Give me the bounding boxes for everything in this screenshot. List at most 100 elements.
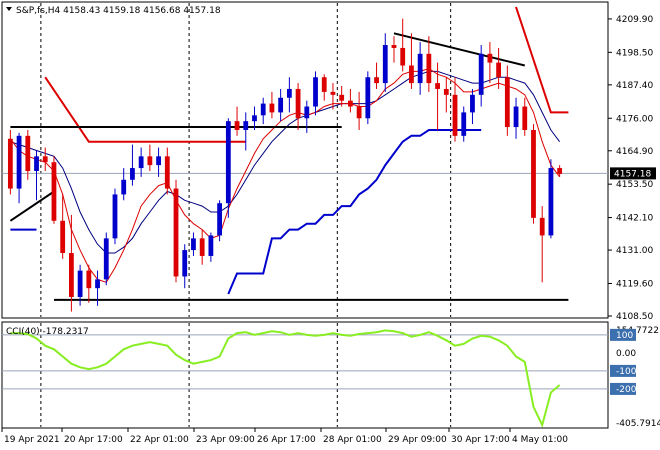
candle-body <box>409 65 414 84</box>
candle-body <box>365 77 371 119</box>
cci-tick-label: -200 <box>616 385 637 395</box>
cci-tick-label: 154.7722 <box>616 326 659 336</box>
fast-moving-average <box>9 67 561 283</box>
candle-body <box>86 270 92 289</box>
cci-line <box>10 329 561 428</box>
price-tick-label: 4142.10 <box>616 214 653 224</box>
candle-body <box>557 168 563 174</box>
candle-body <box>112 194 118 239</box>
cci-line-group <box>10 329 561 428</box>
candle-body <box>260 103 266 116</box>
candle-body <box>225 121 231 204</box>
candle-body <box>138 156 144 169</box>
time-tick-label: 28 Apr 01:00 <box>323 435 382 445</box>
candle-body <box>548 168 554 236</box>
candle-body <box>426 53 432 84</box>
candle-body <box>173 188 179 277</box>
time-tick-label: 23 Apr 09:00 <box>196 435 255 445</box>
candle-body <box>25 135 31 171</box>
cci-panel[interactable] <box>1 321 609 429</box>
price-tick-label: 4131.00 <box>616 246 653 256</box>
candle-body <box>391 45 397 48</box>
candle-body <box>400 47 406 66</box>
candle-body <box>269 103 275 113</box>
dropdown-triangle-icon[interactable] <box>6 7 12 11</box>
price-tick-label: 4198.50 <box>616 48 653 58</box>
candle-body <box>382 45 388 84</box>
cci-tick-label: -100 <box>616 367 637 377</box>
candle-body <box>199 238 205 256</box>
candle-body <box>243 121 249 130</box>
time-tick-label: 29 Apr 09:00 <box>388 435 447 445</box>
cci-header: CCI(40) -178.2317 <box>6 327 89 337</box>
cci-level-marker <box>610 382 636 395</box>
candle-body <box>191 238 196 251</box>
price-tick-label: 4176.00 <box>616 114 653 124</box>
time-tick-label: 19 Apr 2021 <box>4 435 60 445</box>
candle-body <box>217 203 223 236</box>
price-panel[interactable] <box>1 1 609 319</box>
candle-body <box>182 250 188 277</box>
black-trend-left <box>9 190 55 222</box>
candle-body <box>95 279 100 289</box>
candle-body <box>121 179 127 195</box>
candle-body <box>295 88 301 119</box>
candle-body <box>504 77 510 128</box>
time-tick-label: 30 Apr 17:00 <box>451 435 510 445</box>
candle-body <box>356 106 362 119</box>
candle-body <box>461 112 467 136</box>
candle-body <box>278 97 284 113</box>
cci-level-marker <box>610 328 636 341</box>
cci-tick-label: 100 <box>616 331 633 341</box>
candle-body <box>234 121 240 130</box>
candle-body <box>374 77 379 84</box>
candle-body <box>7 138 13 189</box>
candle-body <box>42 156 48 163</box>
slow-moving-average <box>10 70 561 254</box>
candle-body <box>531 129 536 218</box>
time-tick-label: 22 Apr 01:00 <box>130 435 189 445</box>
candle-body <box>321 77 327 92</box>
candle-body <box>103 238 109 280</box>
black-trend-top <box>393 32 526 67</box>
price-tick-label: 4108.50 <box>616 312 653 322</box>
candle-body <box>435 83 440 89</box>
candle-body <box>513 106 519 128</box>
candle-body <box>522 106 528 130</box>
candle-body <box>60 220 66 254</box>
price-tick-label: 4153.50 <box>616 180 653 190</box>
price-tick-label: 4209.90 <box>616 15 653 25</box>
candle-body <box>156 156 161 166</box>
candle-body <box>443 88 449 95</box>
candle-body <box>347 100 353 107</box>
candle-body <box>496 62 502 78</box>
candle-body <box>478 53 484 95</box>
candle-body <box>330 91 336 95</box>
candle-body <box>252 115 257 122</box>
cci-level-marker <box>610 364 636 377</box>
price-tick-label: 4187.40 <box>616 81 653 91</box>
candle-body <box>16 135 22 189</box>
current-price-marker <box>610 167 656 180</box>
symbol-header: S&P,fs,H4 4158.43 4159.18 4156.68 4157.1… <box>16 6 221 16</box>
time-axis: 19 Apr 2021 20 Apr 17:00 22 Apr 01:00 23 Ap… <box>1 428 568 445</box>
price-grid <box>2 3 608 317</box>
candle-body <box>470 94 475 113</box>
candle-body <box>286 88 292 98</box>
candle-body <box>164 156 170 189</box>
candle-body <box>487 53 493 63</box>
candle-body <box>68 253 74 297</box>
candle-body <box>339 94 345 101</box>
candle-body <box>417 53 423 84</box>
candle-body <box>452 94 458 136</box>
candle-body <box>77 270 83 297</box>
candle-body <box>34 156 39 171</box>
candle-body <box>130 168 135 180</box>
candle-body <box>147 156 153 166</box>
candle-body <box>304 106 310 119</box>
cci-tick-label: -405.7914 <box>616 419 660 429</box>
time-tick-label: 20 Apr 17:00 <box>64 435 123 445</box>
candle-body <box>313 77 318 107</box>
